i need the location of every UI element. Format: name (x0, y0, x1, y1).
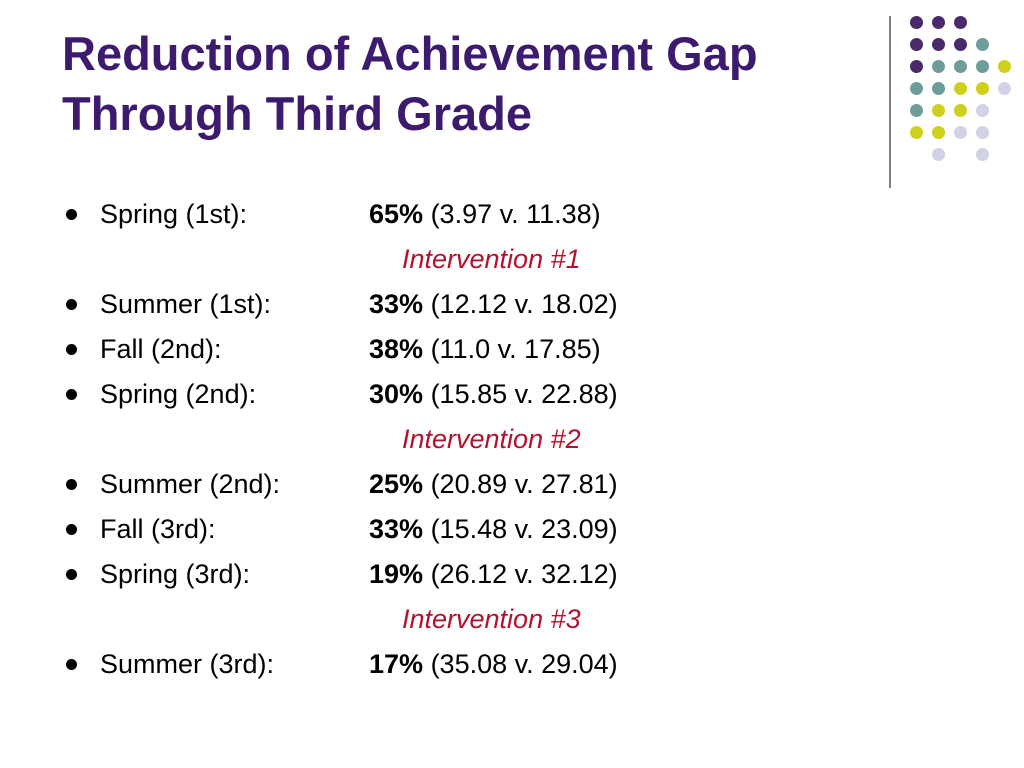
gap-value: 33% (12.12 v. 18.02) (369, 282, 618, 327)
bullet-dot-icon (66, 209, 77, 220)
score-comparison: (35.08 v. 29.04) (430, 649, 618, 679)
period-label: Fall (2nd): (100, 334, 222, 364)
period-label: Spring (3rd): (100, 559, 251, 589)
score-comparison: (26.12 v. 32.12) (430, 559, 618, 589)
gap-percent: 33% (369, 289, 424, 319)
gap-value: 19% (26.12 v. 32.12) (369, 552, 618, 597)
bullet-dot-icon (66, 524, 77, 535)
slide-title-line-1: Reduction of Achievement Gap (62, 27, 758, 80)
period-label: Spring (2nd): (100, 379, 257, 409)
decorative-dot (998, 60, 1011, 73)
decorative-dot (932, 82, 945, 95)
list-item: Spring (2nd): 30% (15.85 v. 22.88) (62, 372, 782, 417)
intervention-row: Intervention #1 (62, 237, 782, 282)
bullet-dot-icon (66, 344, 77, 355)
list-item: Summer (3rd): 17% (35.08 v. 29.04) (62, 642, 782, 687)
decorative-dot (954, 38, 967, 51)
decorative-dot (910, 82, 923, 95)
decorative-dot (976, 60, 989, 73)
score-comparison: (15.85 v. 22.88) (430, 379, 618, 409)
gap-percent: 38% (369, 334, 424, 364)
decorative-dot (910, 60, 923, 73)
decorative-dot (954, 60, 967, 73)
decorative-dot-grid (900, 10, 1020, 161)
gap-value: 38% (11.0 v. 17.85) (369, 327, 601, 372)
decorative-dot (998, 82, 1011, 95)
decorative-dot (932, 16, 945, 29)
decorative-dot (932, 148, 945, 161)
gap-value: 25% (20.89 v. 27.81) (369, 462, 618, 507)
gap-percent: 30% (369, 379, 424, 409)
score-comparison: (20.89 v. 27.81) (430, 469, 618, 499)
bullet-dot-icon (66, 479, 77, 490)
decorative-divider (889, 16, 891, 188)
decorative-dot (932, 126, 945, 139)
gap-percent: 33% (369, 514, 424, 544)
decorative-dot (976, 82, 989, 95)
bullet-list: Spring (1st): 65% (3.97 v. 11.38) Interv… (62, 192, 782, 687)
list-item: Fall (3rd): 33% (15.48 v. 23.09) (62, 507, 782, 552)
decorative-dot (910, 126, 923, 139)
decorative-dot (932, 104, 945, 117)
decorative-dot (954, 82, 967, 95)
gap-value: 65% (3.97 v. 11.38) (369, 192, 601, 237)
period-label: Summer (2nd): (100, 469, 281, 499)
slide-title-line-2: Through Third Grade (62, 87, 532, 140)
score-comparison: (15.48 v. 23.09) (430, 514, 618, 544)
list-item: Spring (1st): 65% (3.97 v. 11.38) (62, 192, 782, 237)
decorative-dot (976, 148, 989, 161)
score-comparison: (3.97 v. 11.38) (430, 199, 601, 229)
decorative-dot (910, 38, 923, 51)
gap-value: 33% (15.48 v. 23.09) (369, 507, 618, 552)
gap-percent: 19% (369, 559, 424, 589)
score-comparison: (12.12 v. 18.02) (430, 289, 618, 319)
bullet-dot-icon (66, 299, 77, 310)
slide-title: Reduction of Achievement Gap Through Thi… (62, 24, 892, 144)
period-label: Summer (1st): (100, 289, 272, 319)
score-comparison: (11.0 v. 17.85) (430, 334, 601, 364)
decorative-dot (910, 16, 923, 29)
decorative-dot (910, 104, 923, 117)
list-item: Summer (2nd): 25% (20.89 v. 27.81) (62, 462, 782, 507)
gap-value: 30% (15.85 v. 22.88) (369, 372, 618, 417)
list-item: Spring (3rd): 19% (26.12 v. 32.12) (62, 552, 782, 597)
decorative-dot (976, 104, 989, 117)
decorative-dot (954, 104, 967, 117)
decorative-dot (932, 38, 945, 51)
decorative-dot (976, 38, 989, 51)
gap-percent: 17% (369, 649, 424, 679)
list-item: Fall (2nd): 38% (11.0 v. 17.85) (62, 327, 782, 372)
decorative-dot (954, 16, 967, 29)
intervention-row: Intervention #3 (62, 597, 782, 642)
intervention-row: Intervention #2 (62, 417, 782, 462)
period-label: Summer (3rd): (100, 649, 275, 679)
bullet-dot-icon (66, 659, 77, 670)
decorative-dot (932, 60, 945, 73)
bullet-dot-icon (66, 389, 77, 400)
gap-percent: 65% (369, 199, 424, 229)
period-label: Spring (1st): (100, 199, 248, 229)
bullet-dot-icon (66, 569, 77, 580)
intervention-label: Intervention #1 (402, 244, 581, 274)
list-item: Summer (1st): 33% (12.12 v. 18.02) (62, 282, 782, 327)
decorative-dot (954, 126, 967, 139)
intervention-label: Intervention #3 (402, 604, 581, 634)
gap-percent: 25% (369, 469, 424, 499)
period-label: Fall (3rd): (100, 514, 216, 544)
decorative-dot (976, 126, 989, 139)
intervention-label: Intervention #2 (402, 424, 581, 454)
gap-value: 17% (35.08 v. 29.04) (369, 642, 618, 687)
